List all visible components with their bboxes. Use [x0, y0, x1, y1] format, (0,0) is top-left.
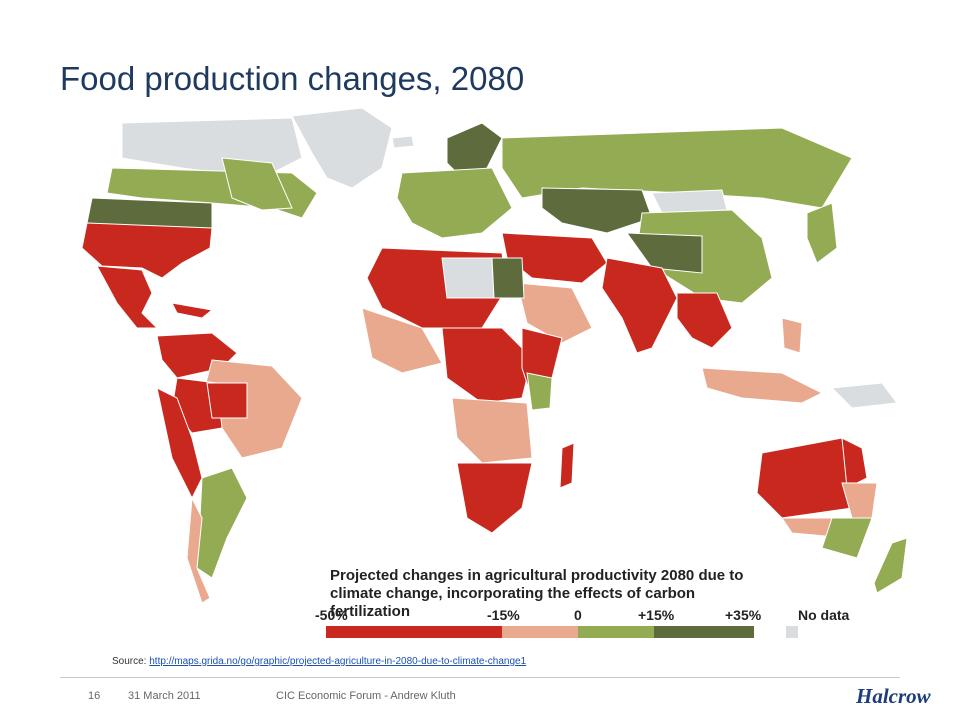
- legend-tick-plus35: +35%: [725, 607, 762, 623]
- region-greenland: [291, 107, 393, 189]
- legend-swatch-strong-loss: [326, 626, 502, 638]
- halcrow-logo: Halcrow: [856, 684, 931, 708]
- region-europe: [396, 167, 513, 239]
- region-australia-south-east: [821, 517, 873, 559]
- legend-title-line2: climate change, incorporating the effect…: [330, 585, 696, 620]
- region-japan: [806, 202, 838, 264]
- region-libya: [441, 257, 495, 299]
- slide-date: 31 March 2011: [128, 690, 201, 702]
- region-mexico: [96, 265, 159, 329]
- legend-ticks: -50% -15% 0 +15% +35%: [315, 607, 835, 625]
- region-argentina: [196, 467, 248, 579]
- region-caribbean: [171, 302, 214, 319]
- region-new-zealand: [873, 537, 908, 594]
- region-egypt: [491, 257, 525, 299]
- legend-tick-minus15: -15%: [487, 607, 520, 623]
- region-southern-africa: [456, 462, 533, 534]
- region-china-west: [625, 232, 703, 274]
- legend-title-line1: Projected changes in agricultural produc…: [330, 567, 744, 584]
- region-kazakhstan: [541, 187, 653, 234]
- slide-title: Food production changes, 2080: [60, 60, 525, 97]
- footer-text: CIC Economic Forum - Andrew Kluth: [276, 690, 456, 702]
- world-map: [81, 107, 908, 604]
- legend-swatch-no-data: [786, 626, 798, 638]
- region-australia-west: [756, 437, 853, 519]
- region-mongolia: [651, 189, 728, 214]
- region-australia-east: [841, 482, 878, 519]
- footer-divider: [60, 677, 900, 678]
- legend-no-data-label: No data: [798, 607, 850, 623]
- region-new-guinea: [830, 382, 898, 409]
- legend-tick-plus15: +15%: [638, 607, 675, 623]
- region-west-africa: [361, 307, 443, 374]
- source-citation: Source: http://maps.grida.no/go/graphic/…: [112, 656, 526, 667]
- region-indonesia: [701, 367, 824, 404]
- legend-title: Projected changes in agricultural produc…: [330, 567, 770, 621]
- source-link[interactable]: http://maps.grida.no/go/graphic/projecte…: [149, 656, 527, 667]
- region-central-africa: [441, 327, 533, 404]
- region-australia-north-east: [841, 437, 868, 489]
- legend-tick-minus50: -50%: [315, 607, 348, 623]
- legend-swatch-gain: [578, 626, 654, 638]
- legend-swatch-strong-gain: [654, 626, 754, 638]
- region-chile-south: [186, 496, 211, 604]
- page-number: 16: [88, 690, 101, 702]
- region-southern-africa-north: [451, 397, 533, 464]
- source-prefix: Source:: [112, 656, 150, 667]
- region-iceland: [391, 135, 415, 149]
- region-philippines: [781, 317, 803, 354]
- region-arabia: [516, 282, 593, 344]
- region-kenya: [526, 372, 553, 411]
- legend-swatch-loss: [502, 626, 578, 638]
- region-india: [601, 257, 678, 354]
- region-madagascar: [559, 442, 575, 489]
- region-brazil-inner: [206, 382, 248, 419]
- legend-tick-zero: 0: [574, 607, 582, 623]
- region-se-asia: [676, 292, 733, 349]
- region-canada-east: [221, 157, 293, 211]
- region-us: [81, 222, 213, 279]
